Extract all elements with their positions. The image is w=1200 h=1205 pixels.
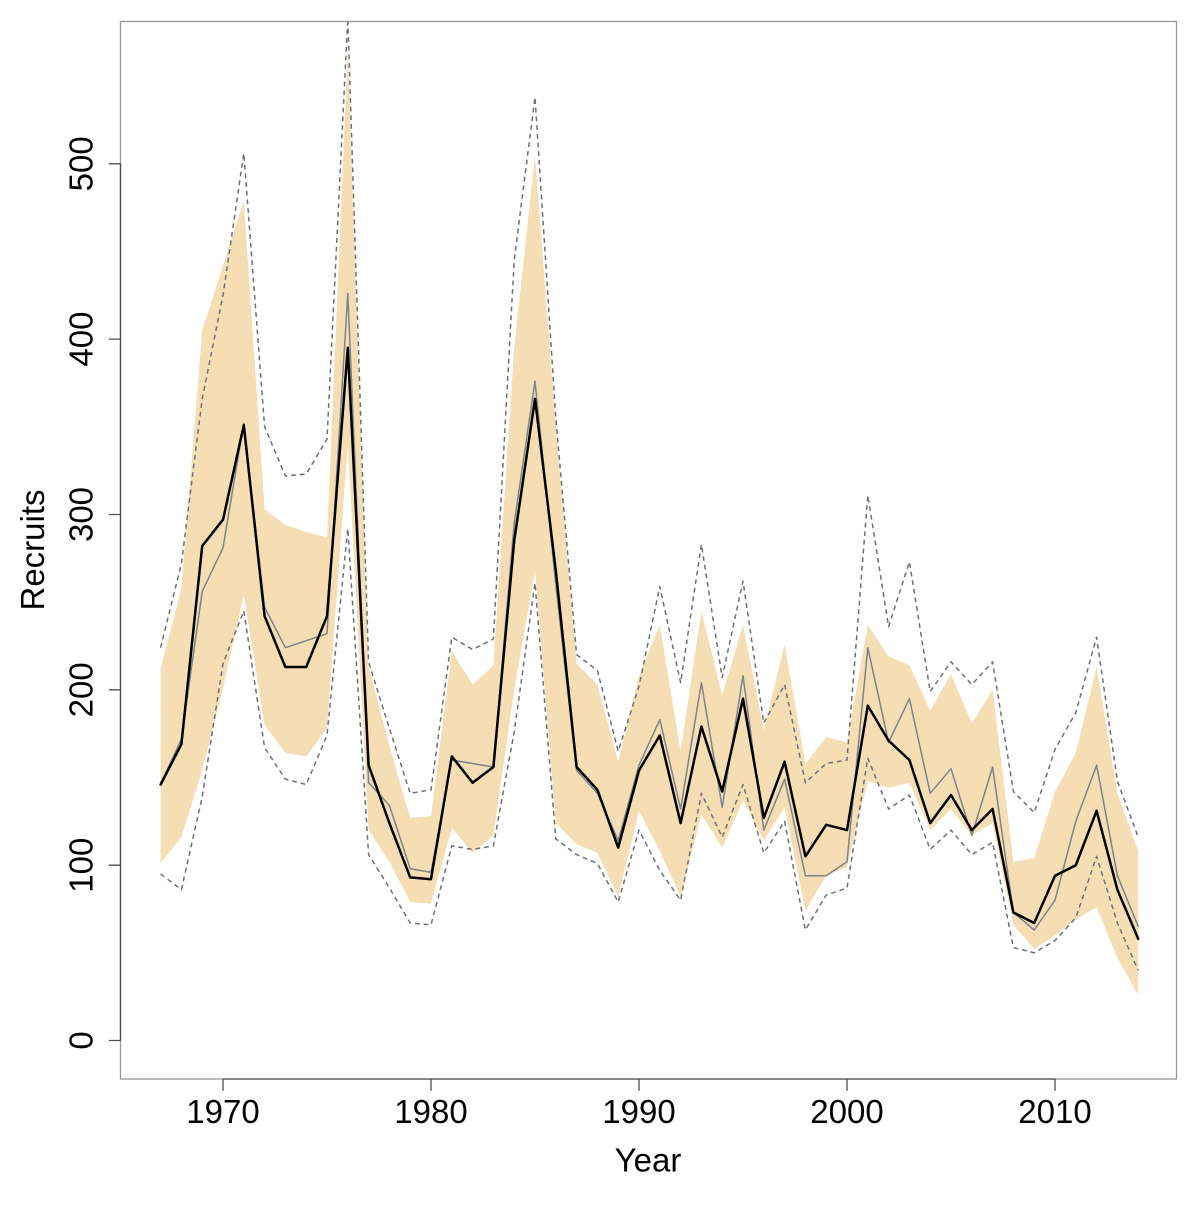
svg-text:2010: 2010 (1018, 1093, 1091, 1130)
svg-text:1970: 1970 (186, 1093, 259, 1130)
svg-text:Recruits: Recruits (14, 489, 51, 610)
svg-text:0: 0 (63, 1031, 100, 1049)
svg-text:300: 300 (63, 487, 100, 542)
svg-text:100: 100 (63, 838, 100, 893)
svg-text:1990: 1990 (602, 1093, 675, 1130)
svg-text:2000: 2000 (810, 1093, 883, 1130)
svg-text:400: 400 (63, 312, 100, 367)
svg-text:1980: 1980 (394, 1093, 467, 1130)
svg-text:200: 200 (63, 662, 100, 717)
svg-text:Year: Year (615, 1142, 682, 1179)
svg-text:500: 500 (63, 136, 100, 191)
